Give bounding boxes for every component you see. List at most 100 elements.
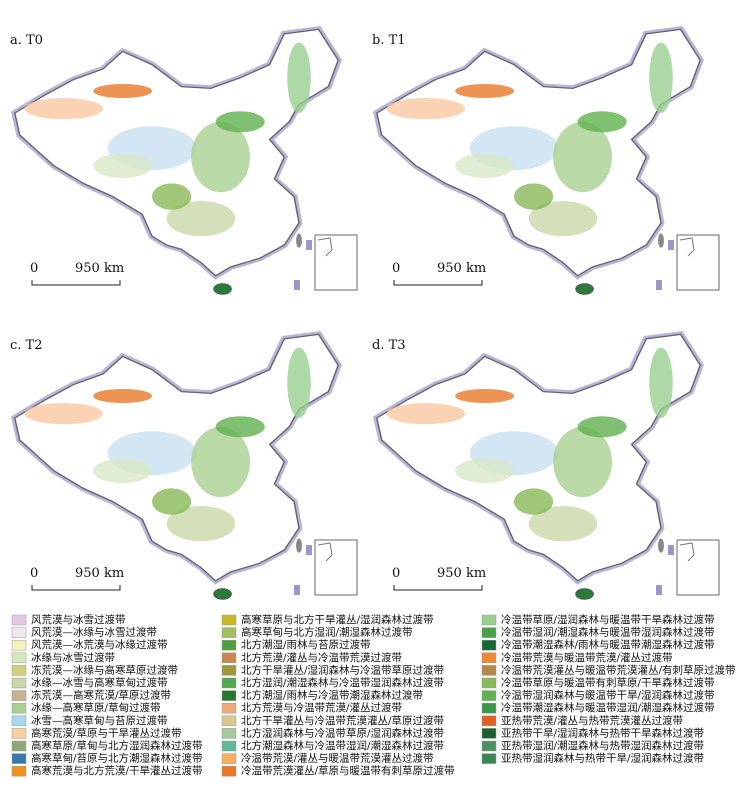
legend-swatch xyxy=(221,765,237,777)
china-map xyxy=(377,29,700,295)
legend-label: 冷温带潮湿森林与暖温带湿润/潮湿森林过渡带 xyxy=(501,701,715,714)
legend-swatch xyxy=(481,639,497,651)
legend-label: 冷温带草原与暖温带有刺草原/干旱森林过渡带 xyxy=(501,676,715,689)
legend-swatch xyxy=(11,728,27,739)
legend-swatch xyxy=(11,627,27,638)
legend-label: 北方荒漠与冷温带荒漠/灌丛过渡带 xyxy=(241,701,402,714)
legend-label: 冷温带草原/湿润森林与暖温带干旱森林过渡带 xyxy=(501,613,715,626)
scale-bar xyxy=(31,585,121,591)
legend-label: 冰缘—冰雪与高寒草甸过渡带 xyxy=(31,676,168,689)
legend-label: 北方干旱灌丛与冷温带荒漠灌丛/草原过渡带 xyxy=(241,714,444,727)
legend-label: 冰缘与冰雪过渡带 xyxy=(31,651,115,664)
legend-label: 风荒漠—冰缘与冰雪过渡带 xyxy=(31,626,157,639)
hainan xyxy=(575,283,594,295)
china-map xyxy=(15,334,338,600)
legend-swatch xyxy=(11,765,27,777)
vegetation-zone xyxy=(152,488,192,515)
panel-label: b. T1 xyxy=(372,33,406,48)
vegetation-zone xyxy=(287,347,311,418)
island-mark xyxy=(668,545,674,555)
taiwan xyxy=(658,538,664,553)
legend-swatch xyxy=(221,753,237,764)
legend-label: 冷温带湿润森林与暖温带干旱/湿润森林过渡带 xyxy=(501,689,715,702)
scale-end: 950 km xyxy=(75,566,124,581)
vegetation-zone xyxy=(386,403,465,425)
legend-swatch xyxy=(11,665,27,676)
vegetation-zone xyxy=(577,416,627,438)
vegetation-zone xyxy=(528,201,598,237)
hainan xyxy=(213,588,232,600)
vegetation-zone xyxy=(93,388,152,404)
legend-swatch xyxy=(11,690,27,701)
legend-swatch xyxy=(221,728,237,739)
legend-swatch xyxy=(481,665,497,676)
island-mark xyxy=(306,240,312,250)
legend-swatch xyxy=(221,627,237,638)
hainan xyxy=(213,283,232,295)
vegetation-zone xyxy=(553,121,612,193)
legend-label: 冰雪—高寒草甸与苔原过渡带 xyxy=(31,714,168,727)
legend-label: 亚热带干旱/湿润森林与热带干旱森林过渡带 xyxy=(501,726,704,739)
legend-label: 高寒草甸/苔原与北方潮湿森林过渡带 xyxy=(31,752,203,765)
vegetation-zone xyxy=(215,416,265,438)
legend-label: 亚热带湿润森林与热带干旱/湿润森林过渡带 xyxy=(501,752,704,765)
legend-swatch xyxy=(11,639,27,651)
legend-label: 冻荒漠—高寒荒漠/草原过渡带 xyxy=(31,689,171,702)
south-china-sea-inset xyxy=(676,234,720,291)
scale-end: 950 km xyxy=(75,261,124,276)
legend-label: 亚热带荒漠/灌丛与热带荒漠灌丛过渡带 xyxy=(501,714,683,727)
vegetation-zone xyxy=(514,183,554,210)
legend-swatch xyxy=(221,665,237,676)
legend-label: 冰缘—高寒草原/草甸过渡带 xyxy=(31,701,161,714)
vegetation-zone xyxy=(152,183,192,210)
legend-swatch xyxy=(11,614,27,626)
vegetation-zone xyxy=(215,111,265,133)
panel-label: c. T2 xyxy=(10,338,43,353)
vegetation-zone xyxy=(455,153,514,179)
legend-swatch xyxy=(221,652,237,664)
south-china-sea-inset xyxy=(314,234,358,291)
legend-label: 冻荒漠—冰缘与高寒草原过渡带 xyxy=(31,663,178,676)
legend-swatch xyxy=(481,614,497,626)
vegetation-zone xyxy=(455,458,514,484)
legend-swatch xyxy=(481,690,497,701)
vegetation-zone xyxy=(528,506,598,542)
legend-label: 冷温带荒漠灌丛与暖温带荒漠灌丛/有刺草原过渡带 xyxy=(501,663,736,676)
vegetation-zone xyxy=(93,458,152,484)
vegetation-zone xyxy=(24,98,104,120)
island-mark xyxy=(294,280,300,290)
south-china-sea-inset xyxy=(676,539,720,596)
legend-label: 高寒草原/草甸与北方湿润森林过渡带 xyxy=(31,739,203,752)
legend-label: 北方潮湿/雨林与冷温带潮湿森林过渡带 xyxy=(241,689,423,702)
legend-swatch xyxy=(11,715,27,727)
legend-swatch xyxy=(221,677,237,689)
legend-label: 北方荒漠/灌丛与冷温带荒漠过渡带 xyxy=(241,651,402,664)
panel-label: a. T0 xyxy=(10,33,43,48)
inset-coast xyxy=(679,237,695,257)
vegetation-zone xyxy=(649,42,673,113)
inset-coast xyxy=(679,542,695,562)
legend-swatch xyxy=(11,652,27,664)
scale-start: 0 xyxy=(392,566,400,581)
legend-label: 冷温带荒漠/灌丛与暖温带荒漠灌丛过渡带 xyxy=(241,752,434,765)
island-mark xyxy=(294,585,300,595)
vegetation-zone xyxy=(191,121,250,193)
legend-label: 风荒漠—冰荒漠与冰缘过渡带 xyxy=(31,638,168,651)
legend-swatch xyxy=(221,702,237,714)
scale-bar xyxy=(393,585,483,591)
legend-label: 北方湿润/潮湿森林与冷温带湿润森林过渡带 xyxy=(241,676,444,689)
legend-swatch xyxy=(481,753,497,764)
taiwan xyxy=(296,233,302,248)
taiwan xyxy=(658,233,664,248)
legend-label: 高寒草原与北方干旱灌丛/湿润森林过渡带 xyxy=(241,613,434,626)
legend-swatch xyxy=(481,627,497,638)
vegetation-zone xyxy=(191,426,250,498)
scale-end: 950 km xyxy=(437,261,486,276)
scale-start: 0 xyxy=(30,261,38,276)
vegetation-zone xyxy=(553,426,612,498)
scale-start: 0 xyxy=(30,566,38,581)
south-china-sea-inset xyxy=(314,539,358,596)
scale-start: 0 xyxy=(392,261,400,276)
legend-swatch xyxy=(221,614,237,626)
legend-label: 冷温带潮湿森林/雨林与暖温带潮湿森林过渡带 xyxy=(501,638,715,651)
